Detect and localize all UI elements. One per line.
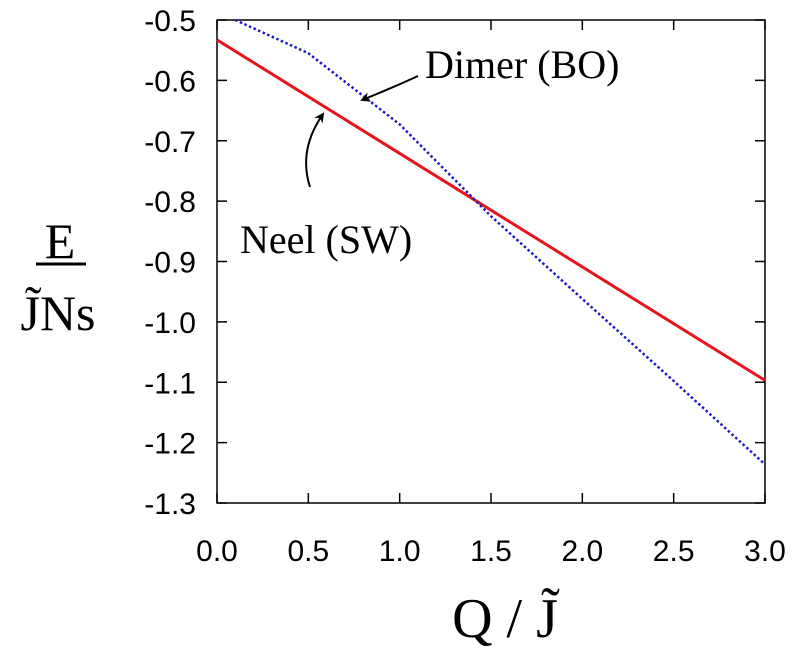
series-line-dimer-bo	[234, 18, 766, 466]
x-tick-label: 0.0	[196, 535, 238, 568]
x-tick-labels: 0.0 0.5 1.0 1.5 2.0 2.5 3.0	[196, 535, 786, 568]
x-tick-label: 0.5	[287, 535, 329, 568]
neel-annotation-label: Neel (SW)	[240, 217, 412, 262]
y-tick-label: -1.2	[144, 428, 196, 461]
x-axis-title: Q / J̃	[452, 587, 560, 649]
y-tick-label: -0.5	[144, 5, 196, 38]
neel-annotation-arrow	[305, 112, 325, 188]
y-axis-title: E J̃Ns	[20, 213, 95, 341]
y-tick-label: -1.3	[144, 488, 196, 521]
y-axis-title-denominator: J̃Ns	[20, 285, 95, 341]
x-tick-label: 1.0	[379, 535, 421, 568]
x-tick-label: 3.0	[744, 535, 786, 568]
x-tick-label: 2.5	[653, 535, 695, 568]
y-tick-label: -1.1	[144, 367, 196, 400]
y-tick-label: -0.8	[144, 186, 196, 219]
y-tick-label: -1.0	[144, 307, 196, 340]
series-line-neel-sw	[216, 38, 766, 382]
y-tick-labels: -0.5 -0.6 -0.7 -0.8 -0.9 -1.0 -1.1 -1.2 -1.3	[144, 5, 196, 521]
dimer-annotation-arrow	[360, 75, 419, 102]
axis-ticks	[216, 19, 766, 504]
y-tick-label: -0.7	[144, 126, 196, 159]
series-layer	[216, 18, 766, 466]
y-tick-label: -0.6	[144, 65, 196, 98]
x-tick-label: 2.0	[561, 535, 603, 568]
x-tick-label: 1.5	[470, 535, 512, 568]
y-axis-title-numerator: E	[45, 213, 76, 269]
y-tick-label: -0.9	[144, 247, 196, 280]
dimer-annotation-label: Dimer (BO)	[425, 42, 619, 87]
